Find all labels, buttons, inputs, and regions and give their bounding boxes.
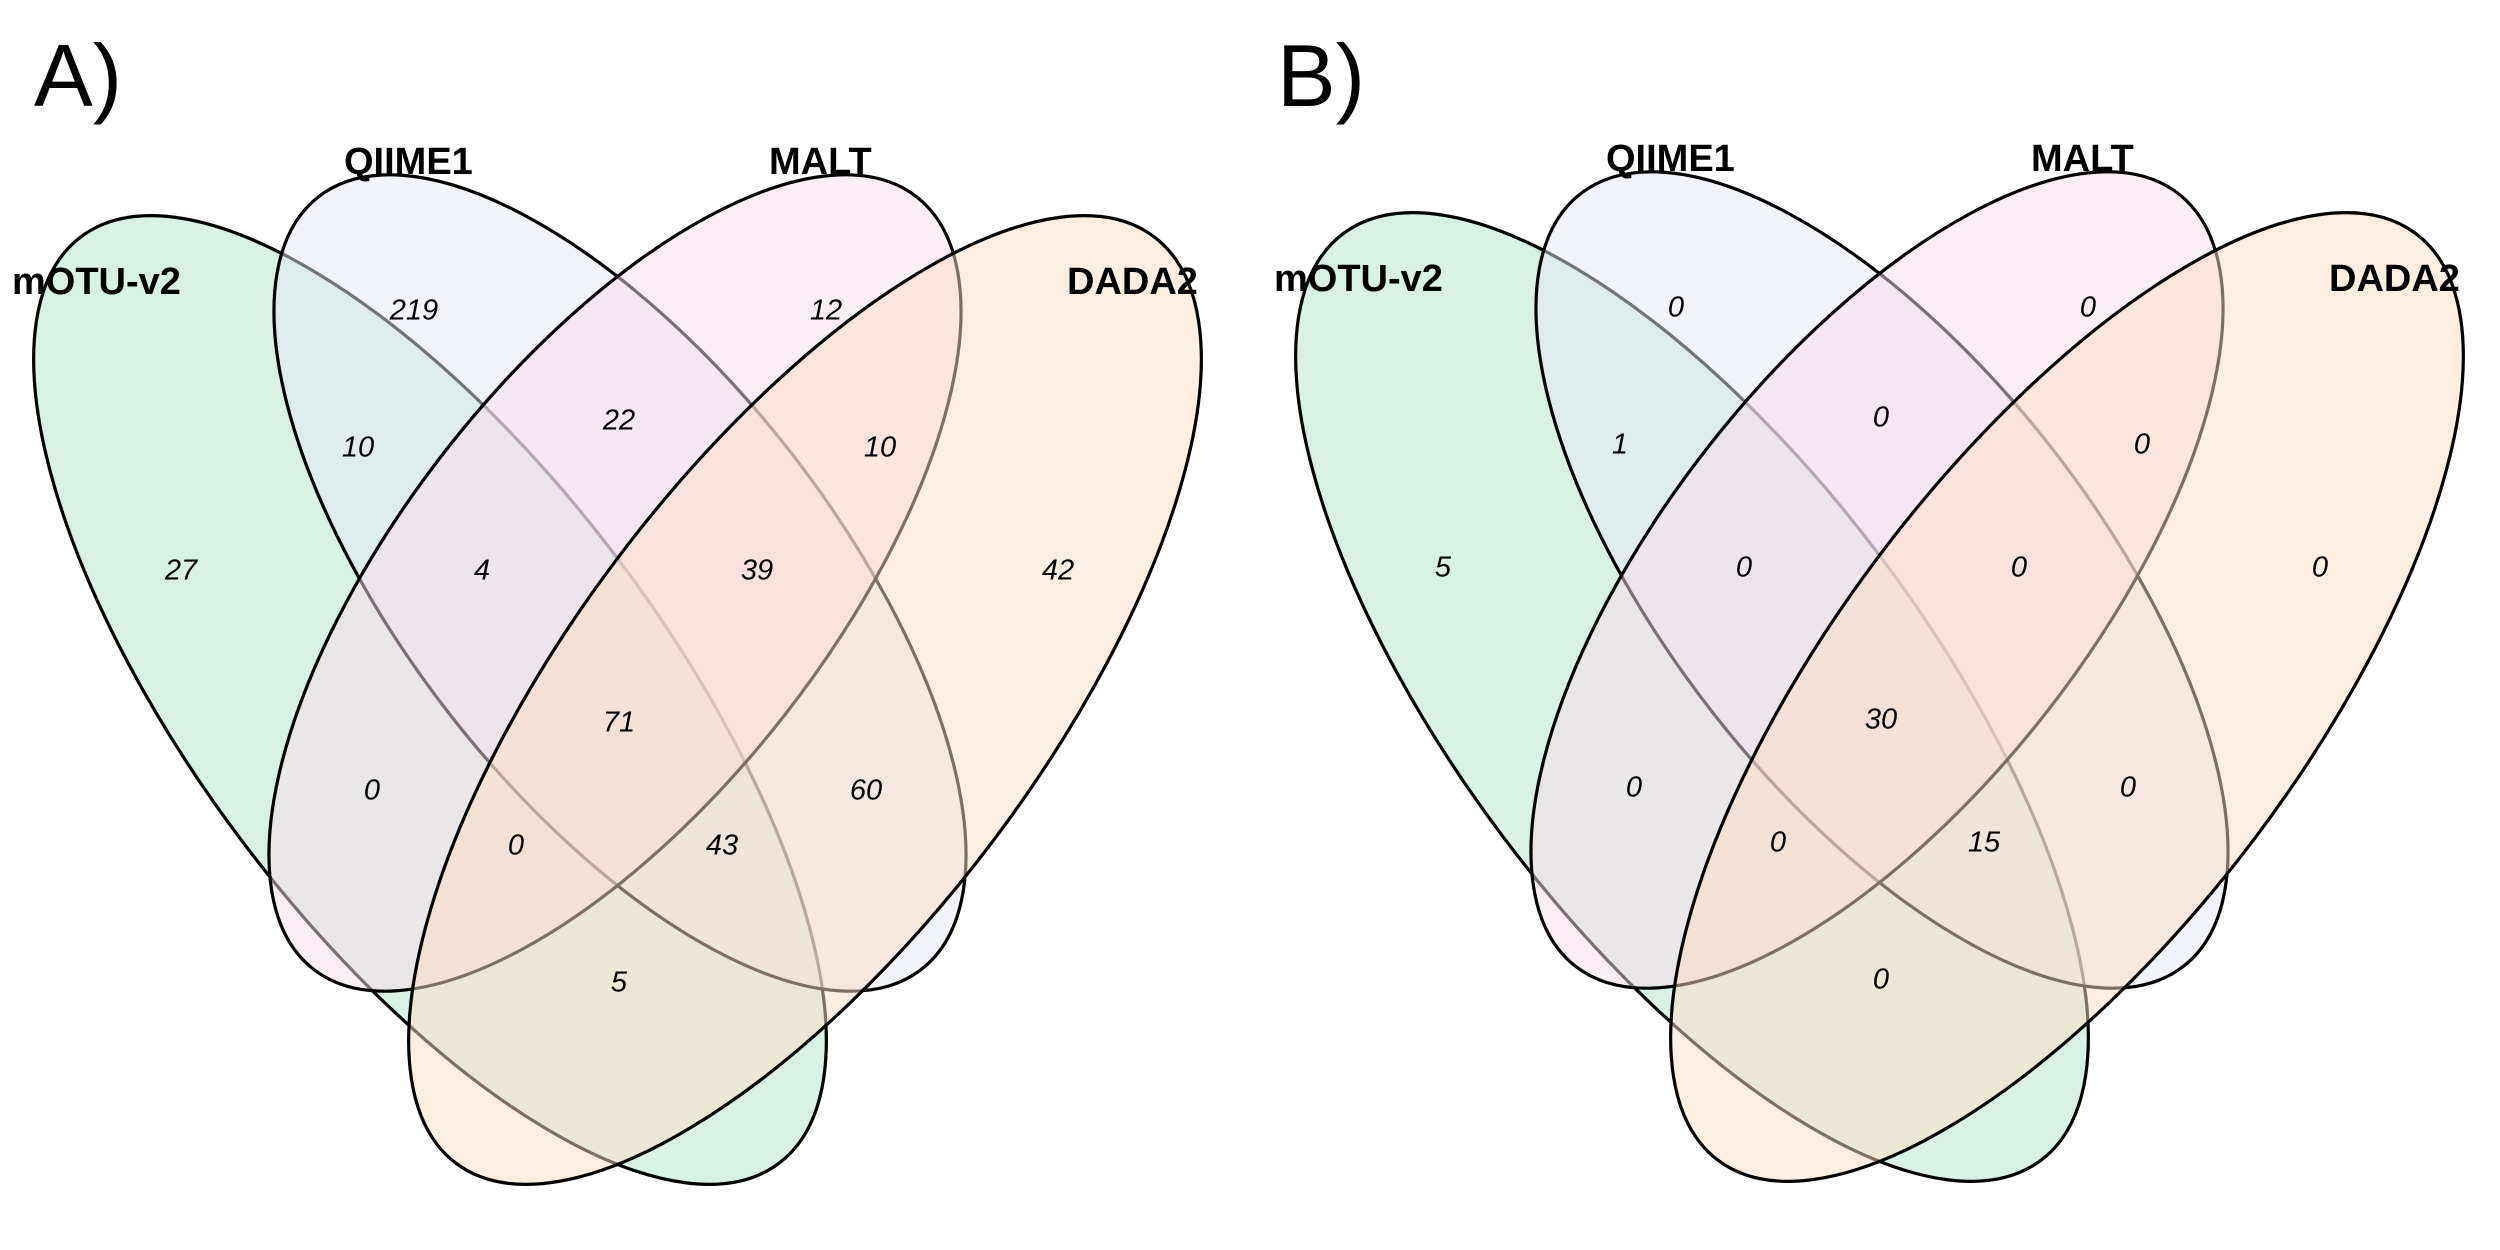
count-motu-v2-malt-dada2: 0 <box>1770 827 1786 859</box>
region-counts-b: 5 0 0 0 1 0 0 0 0 30 0 0 0 15 0 <box>1435 292 2328 996</box>
count-motu-v2-dada2: 0 <box>1873 964 1889 996</box>
count-motu-v2-only: 5 <box>1435 552 1452 584</box>
set-label-motu-v2: mOTU-v2 <box>1274 258 1443 300</box>
venn-panel-b: B) mOTU-v2 QIIME1 MALT DADA2 5 0 0 0 1 0… <box>1274 26 2465 1183</box>
count-qiime1-malt-dada2: 0 <box>2011 552 2027 584</box>
count-malt-only: 0 <box>2080 292 2096 324</box>
count-motu-v2-malt-dada2: 0 <box>508 830 524 862</box>
count-qiime1-malt: 0 <box>1873 402 1889 434</box>
count-motu-v2-qiime1-dada2: 15 <box>1968 827 2001 859</box>
ellipse-dada2 <box>407 214 1203 1186</box>
count-qiime1-dada2: 60 <box>850 775 882 807</box>
count-all: 30 <box>1865 704 1897 736</box>
region-counts-a: 27 219 12 42 10 22 10 4 39 71 0 60 0 43 … <box>164 295 1074 999</box>
count-motu-v2-qiime1-malt: 0 <box>1736 552 1752 584</box>
count-malt-only: 12 <box>810 295 842 327</box>
set-label-qiime1: QIIME1 <box>1606 138 1735 180</box>
count-malt-dada2: 0 <box>2134 429 2150 461</box>
count-motu-v2-qiime1: 10 <box>342 432 374 464</box>
count-qiime1-malt-dada2: 39 <box>741 555 773 587</box>
count-motu-v2-dada2: 5 <box>611 967 628 999</box>
count-motu-v2-qiime1-malt: 4 <box>474 555 490 587</box>
set-label-motu-v2: mOTU-v2 <box>12 261 181 303</box>
count-motu-v2-qiime1: 1 <box>1612 429 1628 461</box>
venn-panel-a: A) mOTU-v2 QIIME1 MALT DADA2 27 219 12 4… <box>12 26 1203 1186</box>
count-qiime1-only: 219 <box>389 295 438 327</box>
panel-label-b: B) <box>1277 26 1365 125</box>
count-all: 71 <box>603 707 635 739</box>
set-label-dada2: DADA2 <box>1067 261 1198 303</box>
count-qiime1-dada2: 0 <box>2120 772 2136 804</box>
count-motu-v2-malt: 0 <box>364 775 380 807</box>
count-dada2-only: 0 <box>2312 552 2328 584</box>
set-label-qiime1: QIIME1 <box>344 141 473 183</box>
count-motu-v2-only: 27 <box>164 555 199 587</box>
set-label-malt: MALT <box>769 141 872 183</box>
count-qiime1-malt: 22 <box>602 405 635 437</box>
count-motu-v2-malt: 0 <box>1626 772 1642 804</box>
count-qiime1-only: 0 <box>1668 292 1684 324</box>
venn-ellipses-a <box>32 173 1203 1186</box>
panel-label-a: A) <box>34 26 122 125</box>
venn-ellipses-b <box>1294 170 2465 1183</box>
count-malt-dada2: 10 <box>864 432 896 464</box>
ellipse-dada2 <box>1669 211 2465 1183</box>
count-motu-v2-qiime1-dada2: 43 <box>706 830 738 862</box>
set-label-dada2: DADA2 <box>2329 258 2460 300</box>
count-dada2-only: 42 <box>1042 555 1074 587</box>
set-label-malt: MALT <box>2031 138 2134 180</box>
